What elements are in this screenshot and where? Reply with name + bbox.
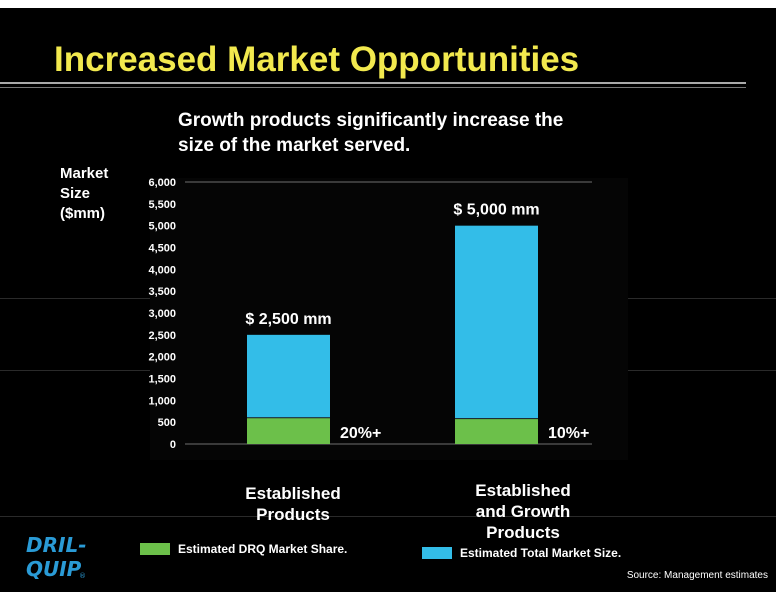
- slide-title: Increased Market Opportunities: [54, 40, 580, 79]
- title-rule: [0, 82, 746, 84]
- y-tick-label: 1,000: [148, 395, 176, 407]
- y-tick-label: 4,000: [148, 264, 176, 276]
- y-tick-label: 6,000: [148, 177, 176, 189]
- y-tick-label: 2,500: [148, 330, 176, 342]
- y-tick-label: 1,500: [148, 374, 176, 386]
- bar-chart: 0 500 1,000 1,500 2,000 2,500 3,000 3,500 4,000 4…: [148, 177, 628, 460]
- y-axis-label: Market Size ($mm): [60, 165, 109, 222]
- legend-item-drq-share: Estimated DRQ Market Share.: [140, 542, 347, 556]
- y-tick-label: 2,000: [148, 352, 176, 364]
- bar-share-label: 20%+: [340, 425, 381, 442]
- bar-total-label: $ 2,500 mm: [245, 311, 331, 328]
- logo-text-line2: QUIP: [26, 557, 82, 581]
- bar-segment-share: [455, 418, 538, 444]
- y-tick-label: 5,000: [148, 221, 176, 233]
- category-label-established: Established Products: [245, 484, 341, 524]
- y-tick-label: 3,000: [148, 308, 176, 320]
- legend-label: Estimated DRQ Market Share.: [178, 542, 348, 556]
- bar-segment-total: [455, 225, 538, 419]
- bar-share-label: 10%+: [548, 425, 589, 442]
- background-line: [0, 516, 776, 517]
- y-tick-label: 0: [170, 439, 176, 451]
- chart-subtitle: Growth products significantly increase t…: [178, 110, 564, 156]
- y-tick-label: 4,500: [148, 243, 176, 255]
- logo-text-line1: DRIL-: [26, 533, 87, 557]
- category-label-established-growth: Established and Growth Products: [475, 481, 571, 542]
- legend-swatch-blue: [422, 547, 452, 559]
- dril-quip-logo: DRIL- QUIP ®: [26, 533, 87, 581]
- bar-segment-share: [247, 417, 330, 444]
- logo-registered-mark: ®: [79, 572, 86, 580]
- bar-segment-total: [247, 334, 330, 418]
- legend-swatch-green: [140, 543, 170, 555]
- plot-frame: [150, 178, 628, 460]
- legend-item-total-market: Estimated Total Market Size.: [422, 546, 621, 560]
- bar-total-label: $ 5,000 mm: [453, 202, 539, 219]
- y-tick-label: 3,500: [148, 286, 176, 298]
- legend-label: Estimated Total Market Size.: [460, 546, 622, 560]
- y-tick-label: 5,500: [148, 199, 176, 211]
- slide: Increased Market Opportunities Growth pr…: [0, 8, 776, 592]
- title-rule: [0, 87, 746, 88]
- source-note: Source: Management estimates: [626, 570, 768, 581]
- y-tick-label: 500: [158, 417, 176, 429]
